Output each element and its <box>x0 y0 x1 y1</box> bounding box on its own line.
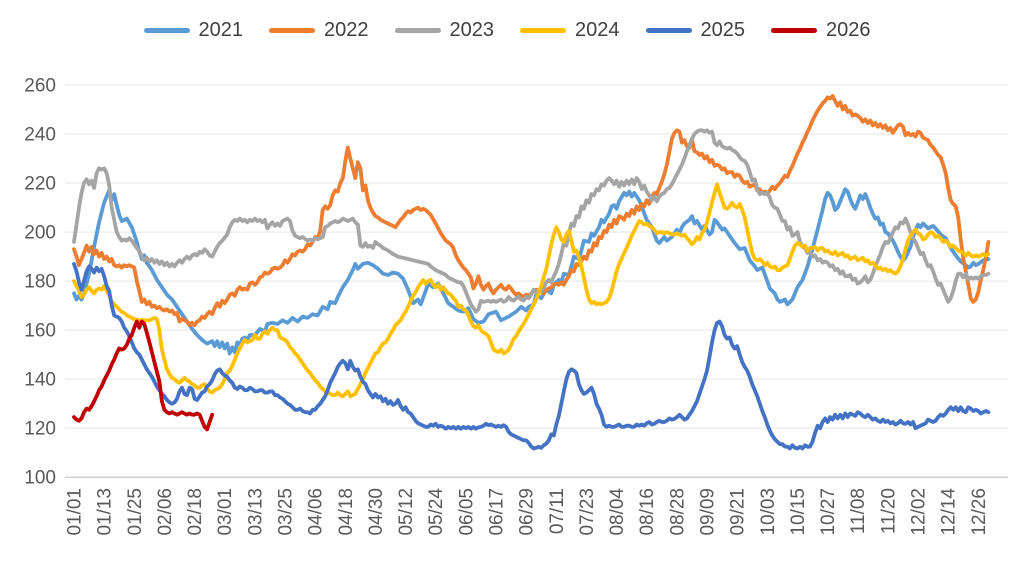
y-axis-labels: 100 120 140 160 180 200 220 240 260 <box>24 76 56 489</box>
y-tick-label: 220 <box>24 174 56 195</box>
x-tick-label: 10/15 <box>788 488 809 536</box>
x-tick-label: 12/02 <box>909 488 930 536</box>
series-line-2026 <box>72 319 215 432</box>
x-axis-labels: 01/01 01/13 01/25 02/06 02/18 03/01 03/13 03/25… <box>65 488 990 536</box>
y-tick-label: 120 <box>24 419 56 440</box>
x-tick-label: 03/01 <box>215 488 236 536</box>
y-tick-label: 140 <box>24 370 56 391</box>
x-tick-label: 12/26 <box>969 488 990 536</box>
x-tick-label: 01/25 <box>125 488 146 536</box>
legend-item-2021: 2021 <box>143 19 244 41</box>
legend-item-2022: 2022 <box>269 20 369 40</box>
x-tick-label: 12/14 <box>939 488 960 536</box>
legend-line-swatch-2025 <box>645 27 692 33</box>
x-tick-label: 05/12 <box>396 488 417 536</box>
x-tick-label: 06/05 <box>456 488 477 536</box>
x-tick-label: 09/09 <box>698 488 719 536</box>
x-tick-label: 08/28 <box>667 488 688 536</box>
x-tick-label: 09/21 <box>728 488 749 536</box>
x-tick-label: 06/17 <box>487 488 508 536</box>
y-tick-label: 240 <box>24 125 56 146</box>
y-tick-label: 100 <box>24 468 56 489</box>
x-tick-label: 01/01 <box>65 488 86 536</box>
series-line-2024 <box>72 182 991 399</box>
x-tick-label: 07/23 <box>577 488 598 536</box>
legend-item-2024: 2024 <box>520 20 620 40</box>
legend-line-swatch-2023 <box>394 27 441 33</box>
x-tick-label: 11/08 <box>848 488 869 534</box>
y-tick-label: 160 <box>24 321 56 342</box>
y-tick-label: 200 <box>24 223 56 244</box>
legend-line-swatch-2022 <box>269 27 315 33</box>
series-line-2023 <box>72 128 991 314</box>
x-tick-label: 08/04 <box>607 488 628 536</box>
series-line-2021 <box>72 187 991 356</box>
chart-legend: 2021 2022 2023 2024 2025 2026 <box>0 20 1014 40</box>
x-tick-label: 04/30 <box>366 488 387 536</box>
x-tick-label: 02/18 <box>185 488 206 536</box>
x-tick-label: 10/27 <box>818 488 839 536</box>
x-tick-label: 04/18 <box>336 488 357 536</box>
x-tick-label: 08/16 <box>637 488 658 536</box>
x-tick-label: 04/06 <box>306 488 327 536</box>
legend-label-2023: 2023 <box>449 19 495 41</box>
legend-label-2021: 2021 <box>198 19 244 41</box>
legend-line-swatch-2024 <box>520 27 566 33</box>
legend-label-2022: 2022 <box>324 19 369 41</box>
legend-label-2025: 2025 <box>700 19 746 41</box>
y-tick-label: 260 <box>24 76 56 97</box>
y-tick-label: 180 <box>24 272 56 293</box>
legend-item-2026: 2026 <box>771 20 871 40</box>
x-tick-label: 05/24 <box>426 488 447 536</box>
legend-label-2026: 2026 <box>826 19 871 41</box>
legend-item-2023: 2023 <box>394 19 495 41</box>
x-tick-label: 03/25 <box>276 488 297 536</box>
x-tick-label: 10/03 <box>758 488 779 536</box>
legend-label-2024: 2024 <box>575 19 620 41</box>
x-tick-label: 03/13 <box>245 488 266 536</box>
x-tick-label: 06/29 <box>517 488 538 536</box>
x-tick-label: 11/20 <box>878 488 899 534</box>
gridlines <box>65 84 1008 429</box>
x-tick-label: 01/13 <box>95 488 116 536</box>
legend-line-swatch-2021 <box>143 27 190 33</box>
x-tick-label: 07/11 <box>547 488 568 534</box>
legend-item-2025: 2025 <box>645 19 746 41</box>
series-line-2025 <box>72 262 991 451</box>
x-tick-label: 02/06 <box>155 488 176 536</box>
legend-line-swatch-2026 <box>771 27 817 33</box>
